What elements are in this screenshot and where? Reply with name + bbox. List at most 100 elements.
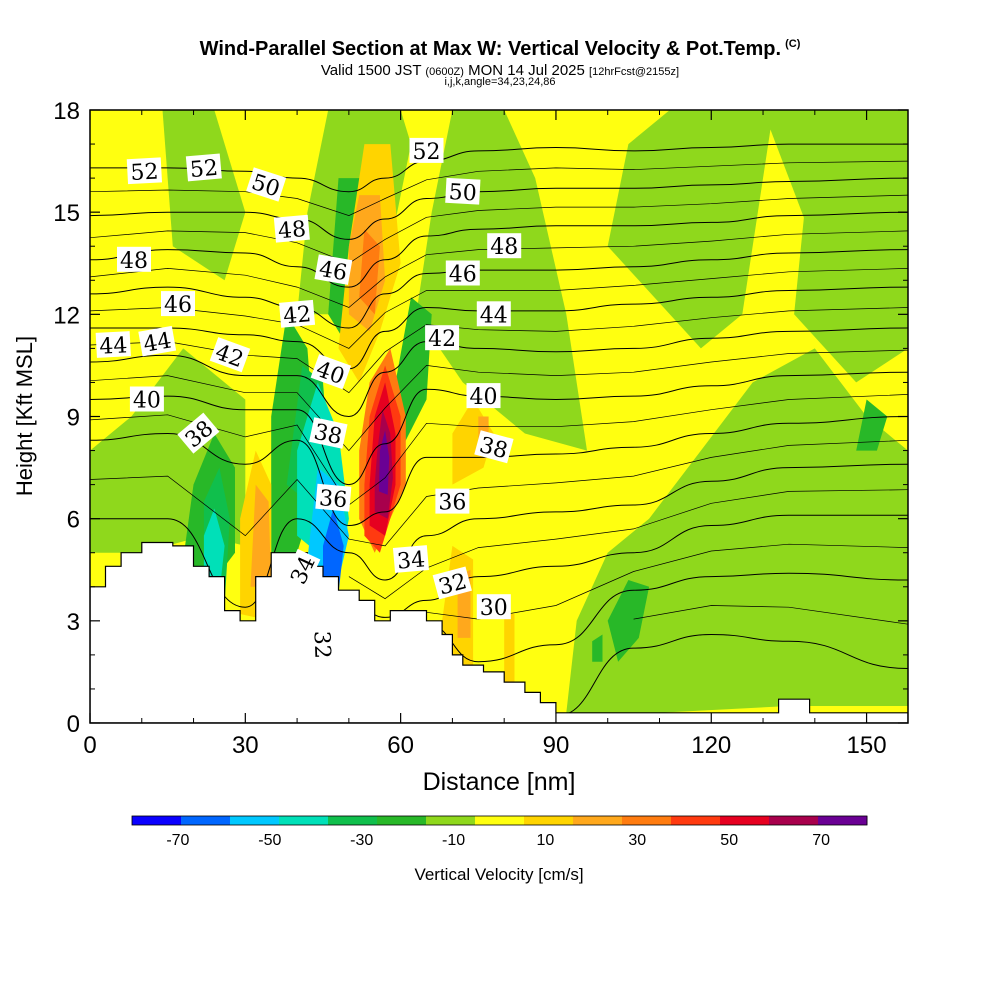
- colorbar-swatch: [524, 816, 574, 825]
- isentrope-label-19: 50: [445, 177, 481, 206]
- isentrope-minor-8: [90, 230, 908, 308]
- x-tick-label: 90: [543, 732, 570, 759]
- isentrope-label-4: 48: [117, 246, 151, 274]
- isentrope-40: [90, 371, 908, 486]
- isentrope-minor-0: [633, 605, 908, 625]
- copyright-mark: (C): [785, 38, 801, 51]
- isentrope-label-text: 34: [396, 547, 426, 574]
- colorbar-swatch: [671, 816, 721, 825]
- isentrope-label-text: 46: [449, 263, 477, 288]
- colorbar-label: Vertical Velocity [cm/s]: [414, 865, 583, 884]
- velocity-region-13: [592, 634, 603, 662]
- isentrope-label-9: 42: [209, 337, 251, 373]
- y-tick-label: 0: [67, 711, 80, 738]
- y-tick-label: 15: [53, 200, 80, 227]
- isentrope-label-14: 38: [309, 417, 348, 450]
- isentrope-label-26: 36: [435, 488, 470, 516]
- terrain: [90, 541, 908, 723]
- isentrope-38: [90, 416, 908, 527]
- y-tick-label: 9: [67, 405, 80, 432]
- isentrope-label-5: 46: [161, 291, 195, 318]
- isentrope-minor-10: [90, 160, 908, 216]
- utc-time: (0600Z): [425, 66, 464, 78]
- isentrope-minor-5: [90, 349, 908, 452]
- colorbar-swatch: [181, 816, 231, 825]
- y-tick-label: 3: [67, 609, 80, 636]
- colorbar-swatch: [720, 816, 770, 825]
- isentrope-label-text: 50: [448, 180, 477, 206]
- isentrope-label-text: 44: [480, 303, 508, 328]
- terrain-mask: [90, 541, 908, 723]
- isentrope-label-text: 52: [189, 156, 219, 183]
- isentrope-50: [90, 177, 908, 240]
- isentrope-label-text: 42: [428, 327, 456, 352]
- valid-date: MON 14 Jul 2025: [468, 62, 585, 79]
- velocity-region-35: [378, 430, 390, 495]
- colorbar-swatch: [475, 816, 525, 825]
- isentrope-label-27: 34: [392, 545, 429, 575]
- isentrope-minor-4: [90, 394, 908, 506]
- isentrope-label-23: 42: [425, 325, 460, 352]
- velocity-region-25: [504, 614, 515, 683]
- isentrope-label-text: 48: [277, 217, 307, 244]
- colorbar-swatch: [769, 816, 819, 825]
- y-tick-label: 12: [53, 302, 80, 329]
- colorbar-swatch: [328, 816, 378, 825]
- isentrope-label-text: 52: [413, 140, 441, 165]
- colorbar-frame: [131, 815, 868, 826]
- isentrope-label-24: 40: [466, 383, 501, 410]
- colorbar-tick-label: -70: [166, 832, 189, 849]
- isentrope-label-20: 48: [487, 233, 522, 260]
- colorbar-swatch: [818, 816, 868, 825]
- isentrope-minor-2: [348, 489, 908, 600]
- isentrope-label-11: 40: [129, 386, 164, 414]
- velocity-region-12: [607, 580, 650, 662]
- isentrope-label-10: 42: [279, 299, 316, 329]
- isentrope-label-8: 44: [138, 325, 177, 358]
- y-axis-label: Height [Kft MSL]: [12, 336, 37, 496]
- valid-time: Valid 1500 JST: [320, 62, 422, 79]
- x-tick-label: 120: [691, 732, 731, 759]
- isentrope-minor-3: [90, 439, 908, 547]
- isentrope-label-text: 40: [470, 385, 498, 410]
- isentrope-label-22: 44: [476, 301, 511, 328]
- x-tick-label: 60: [387, 732, 414, 759]
- isentrope-label-21: 46: [445, 260, 480, 288]
- velocity-region-14: [856, 399, 888, 451]
- isentrope-label-text: 30: [480, 596, 508, 621]
- isentrope-label-17: 32: [309, 627, 337, 663]
- colorbar-swatch: [377, 816, 427, 825]
- isentrope-label-text: 42: [282, 302, 312, 329]
- chart-subtitle: Valid 1500 JST (0600Z) MON 14 Jul 2025 […: [0, 62, 1000, 79]
- isentrope-label-text: 32: [309, 630, 335, 659]
- isentrope-label-text: 36: [438, 491, 466, 516]
- isentrope-label-29: 30: [476, 594, 511, 621]
- velocity-region-4: [607, 110, 774, 349]
- velocity-region-3: [566, 348, 908, 713]
- chart-title: Wind-Parallel Section at Max W: Vertical…: [199, 38, 801, 60]
- colorbar-swatch: [573, 816, 623, 825]
- isentrope-label-text: 44: [99, 333, 128, 359]
- velocity-region-30: [359, 229, 380, 315]
- colorbar-tick-label: -10: [442, 832, 465, 849]
- isentrope-36: [90, 463, 908, 608]
- isentrope-label-15: 36: [315, 483, 352, 513]
- colorbar-swatch: [230, 816, 280, 825]
- isentrope-label-7: 44: [95, 331, 131, 360]
- colorbar-tick-label: 30: [628, 832, 646, 849]
- isentrope-label-text: 46: [164, 293, 192, 318]
- isentrope-label-0: 52: [126, 157, 163, 186]
- isentrope-label-text: 36: [318, 486, 348, 513]
- y-tick-label: 6: [67, 507, 80, 534]
- grid-index-label: i,j,k,angle=34,23,24,86: [444, 76, 556, 88]
- isentrope-label-text: 46: [317, 257, 349, 286]
- colorbar-swatch: [426, 816, 476, 825]
- colorbar-tick-label: -50: [258, 832, 281, 849]
- isentrope-label-28: 32: [432, 566, 472, 601]
- colorbar-tick-label: 10: [537, 832, 555, 849]
- isentrope-label-3: 48: [273, 214, 310, 244]
- velocity-region-6: [162, 110, 246, 281]
- isentrope-label-6: 46: [314, 254, 353, 286]
